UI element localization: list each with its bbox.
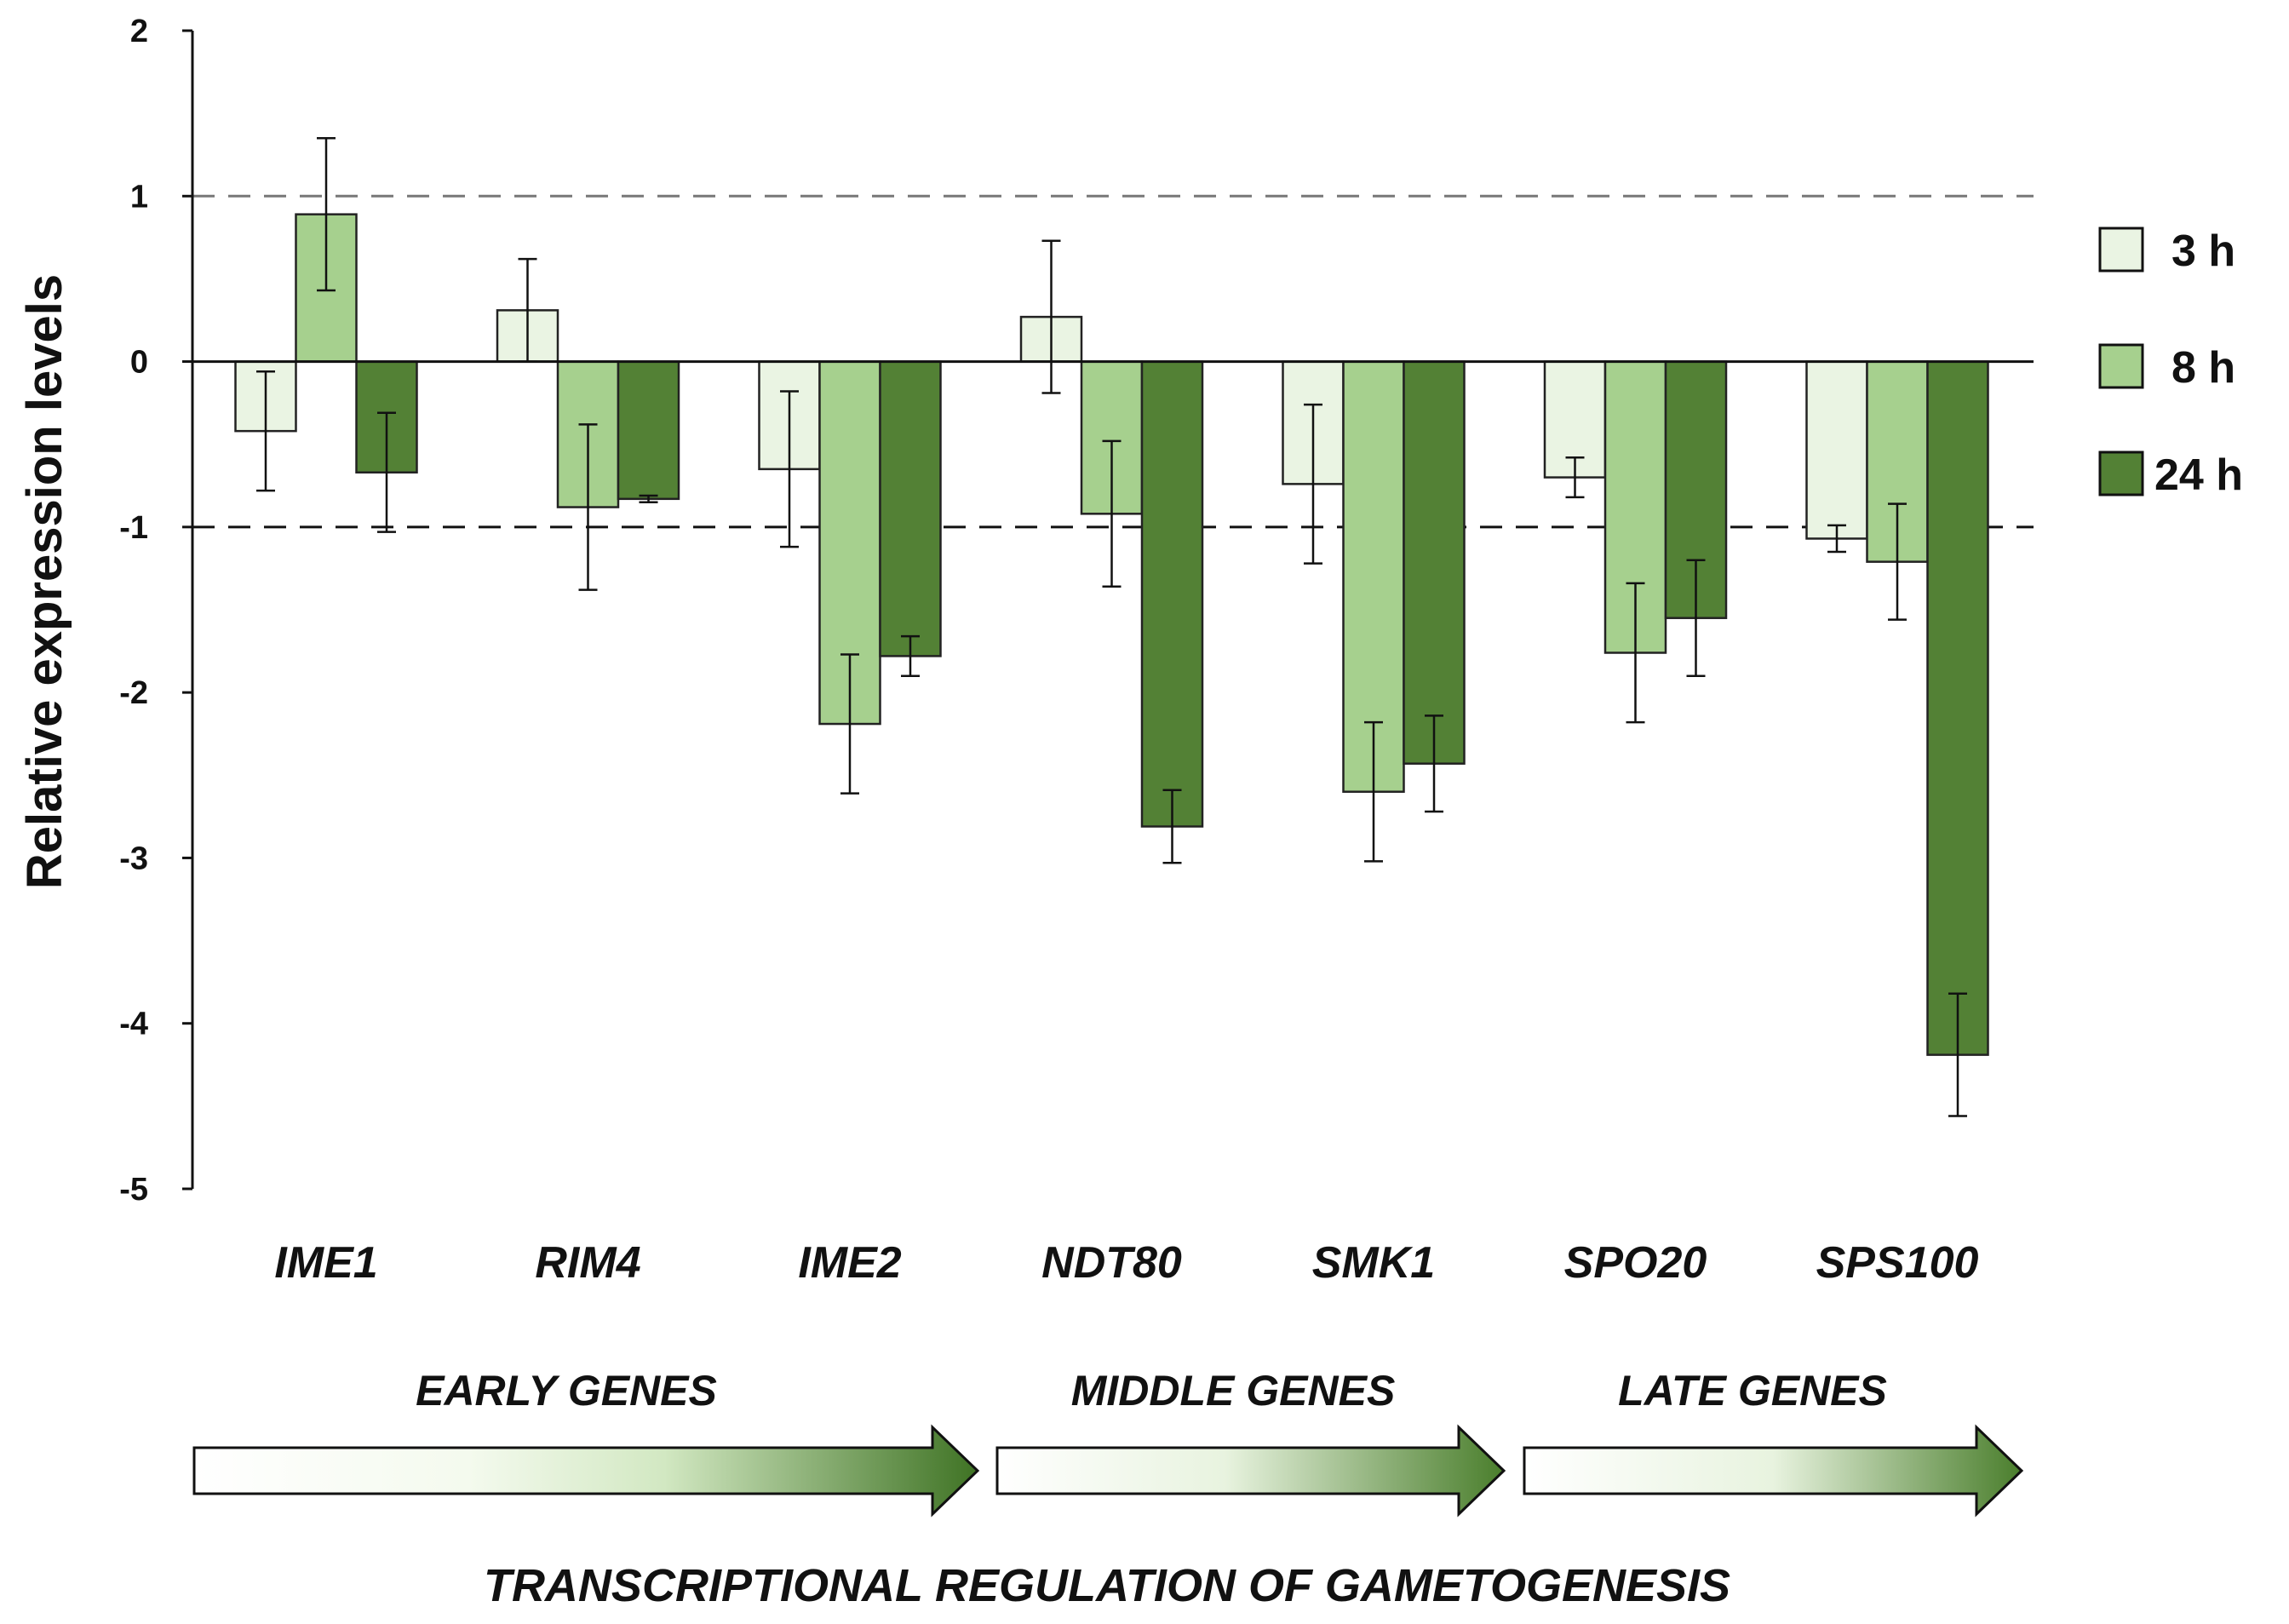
error-bar-rim4-24h xyxy=(639,494,658,503)
bar-smk1-24h xyxy=(1403,360,1466,765)
category-label-rim4: RIM4 xyxy=(535,1238,640,1288)
y-axis-ticks: 2 1 0 -1 -2 -3 -4 -5 xyxy=(119,14,192,1208)
bars xyxy=(234,213,1989,1056)
error-bar-ndt80-3h xyxy=(1041,239,1061,394)
legend: 3 h 8 h 24 h xyxy=(2098,227,2243,500)
error-bar-ime2-24h xyxy=(901,634,920,677)
error-bar-ime2-3h xyxy=(780,390,799,548)
error-bars xyxy=(256,137,1967,1117)
y-axis-label: Relative expression levels xyxy=(17,274,72,889)
category-label-sps100: SPS100 xyxy=(1816,1238,1979,1288)
legend-swatch-24h xyxy=(2098,450,2144,496)
error-bar-smk1-8h xyxy=(1364,720,1383,863)
bar-ime2-24h xyxy=(879,360,942,657)
bar-sps100-24h xyxy=(1926,360,1989,1056)
bar-rim4-24h xyxy=(617,360,680,501)
arrow-late xyxy=(1523,1424,2024,1518)
error-bar-sps100-24h xyxy=(1948,992,1967,1117)
category-label-smk1: SMK1 xyxy=(1312,1238,1435,1288)
error-bar-spo20-24h xyxy=(1686,559,1706,677)
legend-item-3h: 3 h xyxy=(2098,227,2235,276)
error-bar-sps100-8h xyxy=(1888,502,1907,621)
category-label-spo20: SPO20 xyxy=(1564,1238,1707,1288)
bar-ndt80-24h xyxy=(1140,360,1204,828)
group-label-late: LATE GENES xyxy=(1618,1367,1887,1415)
y-tick-label: -5 xyxy=(119,1172,148,1208)
arrow-middle xyxy=(995,1424,1506,1518)
y-tick-label: 1 xyxy=(130,179,148,215)
category-label-ime1: IME1 xyxy=(274,1238,377,1288)
error-bar-rim4-8h xyxy=(578,423,598,591)
legend-item-24h: 24 h xyxy=(2098,450,2243,500)
error-bar-ndt80-8h xyxy=(1102,439,1122,588)
legend-swatch-3h xyxy=(2098,227,2144,273)
y-tick-label: -3 xyxy=(119,841,148,876)
error-bar-smk1-24h xyxy=(1425,714,1443,813)
y-tick-label: -4 xyxy=(119,1007,148,1042)
arrow-early xyxy=(192,1424,980,1518)
group-label-middle: MIDDLE GENES xyxy=(1071,1367,1396,1415)
category-label-ndt80: NDT80 xyxy=(1041,1238,1182,1288)
error-bar-spo20-8h xyxy=(1626,582,1645,724)
category-label-ime2: IME2 xyxy=(798,1238,901,1288)
y-tick-label: -1 xyxy=(119,510,148,546)
y-tick-label: 2 xyxy=(130,14,148,49)
error-bar-sps100-3h xyxy=(1827,524,1846,554)
y-tick-label: -2 xyxy=(119,675,148,711)
x-axis-title: TRANSCRIPTIONAL REGULATION OF GAMETOGENE… xyxy=(484,1560,1730,1611)
bar-sps100-3h xyxy=(1805,360,1868,540)
error-bar-ime1-3h xyxy=(256,370,275,492)
error-bar-ime1-24h xyxy=(377,411,396,533)
legend-item-8h: 8 h xyxy=(2098,343,2235,393)
error-bar-ime1-8h xyxy=(317,137,336,292)
group-label-early: EARLY GENES xyxy=(416,1367,717,1415)
error-bar-ime2-8h xyxy=(840,653,859,795)
reference-lines xyxy=(192,194,2034,529)
y-tick-label: 0 xyxy=(130,345,148,381)
error-bar-spo20-3h xyxy=(1565,456,1585,499)
legend-label-24h: 24 h xyxy=(2154,450,2243,500)
error-bar-smk1-3h xyxy=(1304,403,1322,565)
error-bar-ndt80-24h xyxy=(1162,789,1182,864)
legend-label-3h: 3 h xyxy=(2171,227,2235,276)
legend-swatch-8h xyxy=(2098,343,2144,389)
legend-label-8h: 8 h xyxy=(2171,343,2235,393)
category-labels: IME1 RIM4 IME2 NDT80 SMK1 SPO20 SPS100 xyxy=(274,1238,1978,1288)
